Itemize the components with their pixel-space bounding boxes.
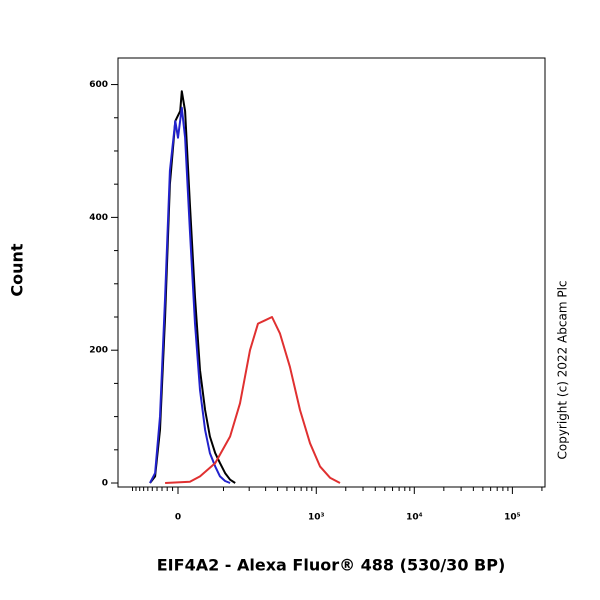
y-tick-label: 400 — [89, 213, 108, 223]
x-axis-title: EIF4A2 - Alexa Fluor® 488 (530/30 BP) — [157, 556, 506, 575]
y-tick-label: 200 — [89, 346, 108, 356]
copyright: Copyright (c) 2022 Abcam Plc — [556, 280, 570, 459]
plot-frame — [117, 57, 546, 488]
y-tick-label: 600 — [89, 80, 108, 90]
x-tick-label: 10⁴ — [406, 513, 423, 523]
x-tick-label: 0 — [175, 513, 181, 523]
x-tick-label: 10³ — [308, 513, 325, 523]
histogram-line — [149, 106, 231, 484]
histogram-line — [165, 316, 341, 484]
y-axis-title: Count — [8, 243, 27, 297]
x-tick-label: 10⁵ — [504, 513, 521, 523]
y-tick-label: 0 — [102, 479, 108, 489]
